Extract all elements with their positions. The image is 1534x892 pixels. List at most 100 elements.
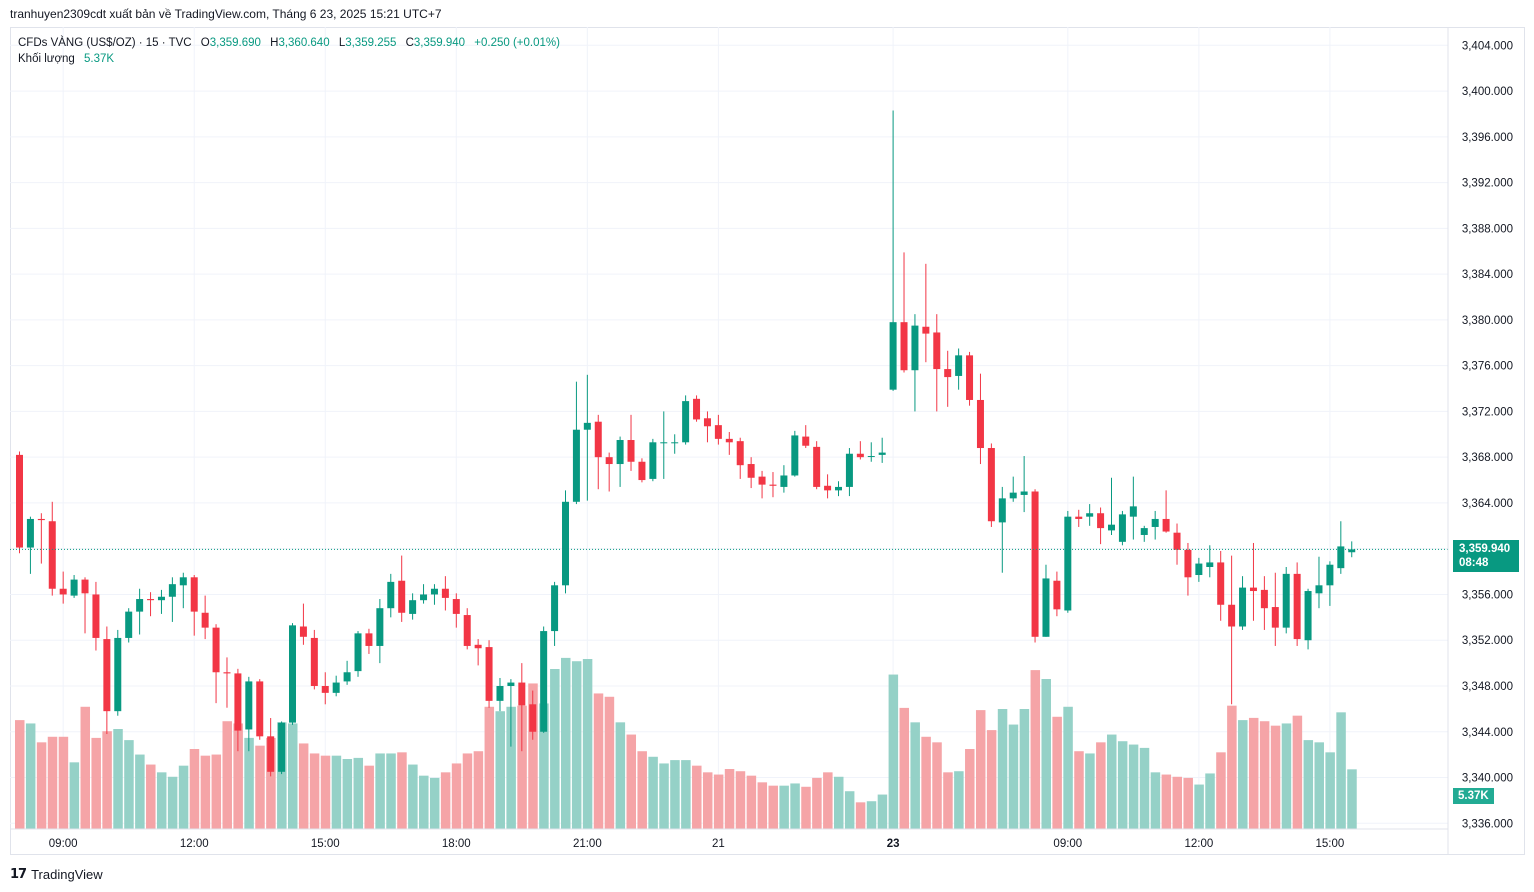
candle-body [1108, 524, 1115, 531]
candle-body [976, 399, 984, 449]
volume-value: 5.37K [84, 53, 115, 65]
candle-body [289, 625, 296, 723]
volume-bars [15, 657, 1357, 829]
candle-body [835, 486, 842, 491]
candle-body [725, 438, 733, 443]
volume-bar [135, 754, 145, 829]
volume-bar [790, 783, 800, 829]
volume-bar [844, 791, 855, 829]
volume-bar [189, 749, 200, 829]
volume-bar [561, 657, 571, 829]
candle-body [1315, 585, 1323, 594]
candle-body [1195, 563, 1203, 576]
volume-bar [1117, 741, 1128, 829]
volume-bar [1303, 740, 1314, 829]
candle-body [92, 594, 100, 638]
footer-branding[interactable]: 𝟭𝟳 TradingView [10, 866, 103, 882]
candle-body [81, 579, 89, 594]
volume-bar [298, 743, 309, 829]
candle-body [463, 615, 471, 646]
candle-body [179, 577, 187, 586]
candle-body [1293, 573, 1301, 640]
candle-body [125, 611, 133, 638]
volume-bar [244, 737, 254, 829]
candle-body [48, 521, 56, 589]
candle-body [1206, 562, 1214, 568]
candle-body [736, 441, 744, 466]
volume-bar [419, 775, 429, 829]
price-tick-label: 3,368.000 [1462, 452, 1513, 464]
price-tick-label: 3,364.000 [1462, 498, 1513, 510]
candle-body [1009, 492, 1017, 499]
volume-bar [178, 765, 189, 829]
volume-bar [1205, 773, 1215, 829]
price-tick-label: 3,352.000 [1462, 635, 1513, 647]
volume-bar [1085, 753, 1095, 829]
volume-bar [1270, 725, 1281, 829]
candle-body [540, 631, 548, 732]
candle-body [70, 579, 78, 596]
volume-bar [386, 753, 396, 829]
candle-body [1217, 562, 1225, 605]
price-axis[interactable]: 3,336.000 3,340.000 3,344.000 3,348.000 3,35… [1462, 40, 1513, 830]
candle-body [420, 594, 428, 601]
volume-legend-line: Khối lượng 5.37K [18, 51, 560, 67]
volume-bar [604, 696, 615, 829]
volume-bar [1336, 712, 1346, 829]
volume-bar [397, 752, 407, 829]
candle-body [802, 436, 810, 446]
candle-body [551, 585, 559, 632]
brand-name: TradingView [31, 866, 103, 882]
candle-body [638, 461, 646, 481]
candle-body [507, 682, 515, 686]
time-tick-label: 15:00 [311, 838, 340, 850]
candle-body [332, 682, 340, 693]
symbol-label[interactable]: CFDs VÀNG (US$/OZ) · 15 · TVC [18, 37, 192, 49]
time-tick-label: 12:00 [180, 838, 209, 850]
candle-body [1020, 491, 1028, 495]
volume-bar [80, 706, 91, 829]
chart-frame [10, 27, 1525, 855]
volume-bar [342, 759, 353, 829]
candlesticks [16, 110, 1356, 777]
change-value: +0.250 (+0.01%) [474, 37, 560, 49]
volume-bar [615, 722, 626, 829]
candle-body [201, 612, 209, 628]
volume-bar [834, 776, 844, 829]
candle-body [1239, 587, 1247, 627]
time-tick-label: 12:00 [1184, 838, 1213, 850]
volume-bar [801, 786, 811, 829]
volume-bar [495, 711, 505, 829]
volume-bar [975, 710, 986, 829]
volume-bar [440, 772, 451, 829]
publisher-line: tranhuyen2309cdt xuất bản về TradingView… [10, 7, 442, 21]
price-tick-label: 3,392.000 [1462, 178, 1513, 190]
volume-bar [626, 734, 637, 829]
close-label: C [405, 37, 414, 49]
volume-label[interactable]: Khối lượng [18, 53, 75, 65]
volume-bar [1238, 720, 1248, 829]
volume-bar [986, 730, 997, 829]
candle-body [485, 647, 493, 701]
candle-body [889, 322, 897, 390]
candle-body [1260, 589, 1268, 609]
volume-bar [25, 723, 36, 829]
candle-body [278, 722, 286, 772]
volume-bar [812, 777, 822, 829]
time-axis[interactable]: 09:00 12:00 15:00 18:00 21:00 21 23 09:00 12:00 1… [49, 838, 1345, 850]
high-label: H [270, 37, 279, 49]
volume-bar [506, 706, 516, 829]
low-value: 3,359.255 [345, 37, 397, 49]
volume-bar [1161, 774, 1172, 829]
volume-bar [375, 753, 385, 829]
volume-bar [277, 722, 287, 829]
candle-body [562, 501, 569, 586]
candle-body [682, 401, 690, 443]
volume-bar [124, 740, 134, 829]
candle-body [933, 332, 941, 370]
bar-countdown: 08:48 [1459, 557, 1489, 570]
candle-body [572, 429, 580, 502]
candle-body [1162, 518, 1170, 532]
volume-bar [877, 794, 888, 829]
